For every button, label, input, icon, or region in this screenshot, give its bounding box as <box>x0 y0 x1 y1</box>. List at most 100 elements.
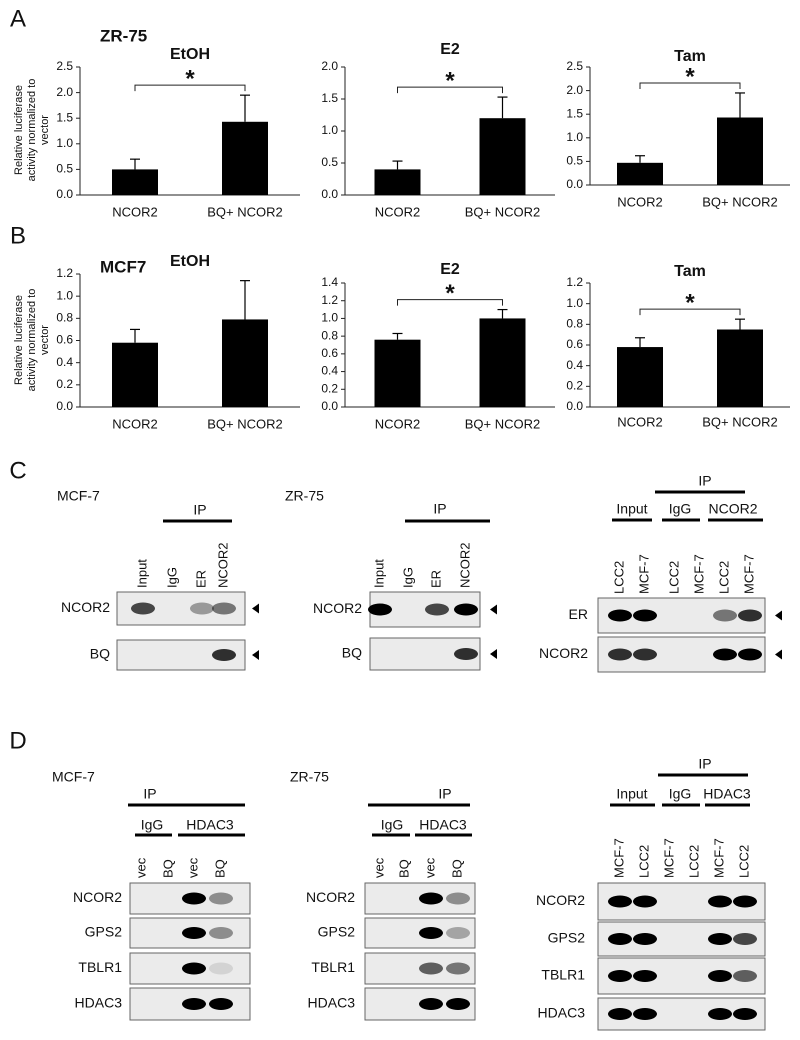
lane-label: Input <box>134 559 149 588</box>
chart-title: Tam <box>674 48 706 65</box>
x-tick-label: NCOR2 <box>617 414 663 429</box>
lane-label: MCF-7 <box>691 554 706 594</box>
y-tick-label: 0.8 <box>56 311 73 325</box>
y-tick-label: 0.0 <box>566 399 583 413</box>
lane-label: BQ <box>212 859 227 878</box>
y-tick-label: 0.5 <box>56 162 73 176</box>
bar <box>374 169 421 195</box>
significance-bracket <box>397 86 503 94</box>
y-tick-label: 1.0 <box>566 130 583 144</box>
band <box>738 648 762 661</box>
row-label: BQ <box>342 645 362 661</box>
bar <box>222 319 268 407</box>
lane-label: ER <box>428 570 443 588</box>
row-label: ER <box>569 606 588 622</box>
lane-label: IgG <box>400 567 415 588</box>
lane-label: vec <box>133 857 148 878</box>
band <box>209 892 233 905</box>
y-tick-label: 2.0 <box>321 59 338 73</box>
group-label: IP <box>143 786 156 802</box>
band <box>454 648 478 660</box>
lane-label: Input <box>371 559 386 588</box>
cell-line-label: ZR-75 <box>290 769 329 785</box>
group-label: IP <box>433 501 446 517</box>
significance-star: * <box>185 66 195 93</box>
bar <box>112 169 158 195</box>
panel-letter: A <box>10 5 26 32</box>
y-tick-label: 1.4 <box>321 275 338 289</box>
band <box>708 933 732 945</box>
panel-letter: D <box>9 727 26 754</box>
band-arrow <box>490 604 497 615</box>
group-label: IP <box>193 502 206 518</box>
band <box>209 927 233 939</box>
panel-letter: B <box>10 222 26 249</box>
lane-label: vec <box>371 857 386 878</box>
significance-star: * <box>685 63 695 90</box>
band-arrow <box>490 649 497 659</box>
lane-label: NCOR2 <box>457 542 472 588</box>
row-label: GPS2 <box>85 924 123 940</box>
band <box>446 892 470 905</box>
y-tick-label: 1.0 <box>56 136 73 150</box>
row-label: TBLR1 <box>78 959 122 975</box>
band <box>182 962 206 975</box>
x-tick-label: BQ+ NCOR2 <box>465 416 541 431</box>
x-tick-label: NCOR2 <box>375 204 421 219</box>
lane-label: MCF-7 <box>611 838 626 878</box>
band <box>608 970 632 982</box>
band <box>608 895 632 908</box>
chart-title: EtOH <box>170 46 210 63</box>
band <box>212 649 236 661</box>
row-label: BQ <box>90 646 110 662</box>
band <box>425 603 449 616</box>
band <box>608 933 632 945</box>
chart-title: E2 <box>440 41 460 58</box>
y-tick-label: 1.2 <box>321 293 338 307</box>
y-tick-label: 0.6 <box>321 346 338 360</box>
band <box>738 609 762 622</box>
group-label: Input <box>616 786 647 802</box>
y-tick-label: 1.0 <box>321 123 338 137</box>
x-tick-label: BQ+ NCOR2 <box>465 204 541 219</box>
lane-label: vec <box>422 857 437 878</box>
lane-label: LCC2 <box>736 845 751 878</box>
band <box>419 998 443 1010</box>
band <box>713 609 737 622</box>
y-tick-label: 0.6 <box>56 333 73 347</box>
y-tick-label: 2.5 <box>566 59 583 73</box>
y-tick-label: 1.2 <box>566 275 583 289</box>
lane-label: MCF-7 <box>661 838 676 878</box>
significance-star: * <box>445 280 455 307</box>
significance-star: * <box>445 67 455 94</box>
bar <box>222 121 268 195</box>
lane-label: LCC2 <box>611 561 626 594</box>
y-tick-label: 1.0 <box>56 288 73 302</box>
band <box>446 998 470 1010</box>
x-tick-label: NCOR2 <box>617 194 663 209</box>
band <box>419 927 443 939</box>
group-label: IgG <box>381 817 404 833</box>
y-tick-label: 0.8 <box>321 328 338 342</box>
band <box>182 998 206 1010</box>
y-tick-label: 0.8 <box>566 317 583 331</box>
panel-letter: C <box>9 457 26 484</box>
y-tick-label: 1.0 <box>566 296 583 310</box>
band <box>733 970 757 982</box>
lane-label: BQ <box>396 859 411 878</box>
x-tick-label: BQ+ NCOR2 <box>702 194 778 209</box>
lane-label: MCF-7 <box>741 554 756 594</box>
lane-label: BQ <box>449 859 464 878</box>
band-arrow <box>252 603 259 614</box>
band <box>708 1008 732 1020</box>
cell-line-label: ZR-75 <box>285 488 324 504</box>
lane-label: vec <box>185 857 200 878</box>
bar <box>717 117 763 185</box>
y-tick-label: 0.4 <box>56 355 73 369</box>
band <box>446 962 470 975</box>
lane-label: BQ <box>160 859 175 878</box>
band <box>633 895 657 908</box>
x-tick-label: BQ+ NCOR2 <box>207 416 283 431</box>
band <box>182 892 206 905</box>
